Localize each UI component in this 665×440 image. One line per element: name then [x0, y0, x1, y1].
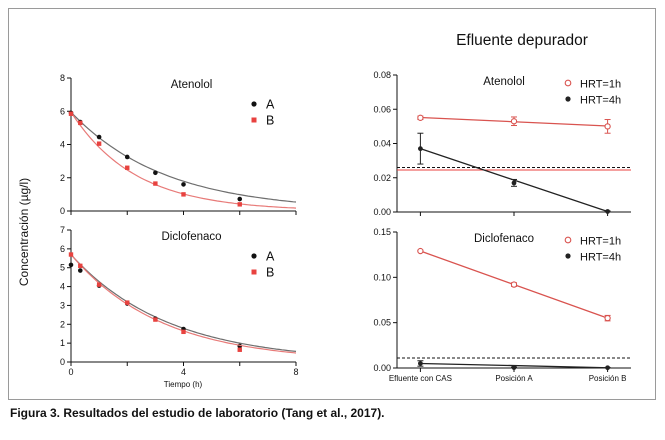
data-point-A: [77, 268, 83, 273]
legend-marker: [565, 253, 571, 259]
legend-label: HRT=4h: [580, 252, 621, 264]
y-tick-label: 1: [60, 338, 65, 348]
y-tick-label: 0.15: [373, 227, 391, 237]
y-tick-label: 2: [60, 173, 65, 183]
x-category-label: Posición B: [589, 374, 627, 383]
y-tick-label: 7: [60, 225, 65, 235]
data-point-B: [96, 141, 102, 146]
data-point-A: [124, 154, 130, 160]
y-tick-label: 0.00: [373, 363, 391, 373]
data-point-B: [78, 263, 83, 269]
legend-label: A: [266, 98, 275, 112]
legend-marker: [251, 117, 257, 123]
legend-label: HRT=4h: [580, 95, 621, 107]
x-category-label: Efluente con CAS: [389, 374, 452, 383]
data-point: [511, 365, 517, 370]
data-point-A: [181, 182, 186, 187]
x-tick-label: 0: [68, 367, 73, 377]
x-tick-label: 8: [293, 367, 298, 377]
panel-title: Atenolol: [483, 76, 525, 88]
y-tick-label: 2: [60, 319, 65, 329]
data-point: [418, 146, 423, 152]
data-point-B: [78, 120, 83, 126]
fit-curve-A: [70, 111, 297, 203]
data-point: [511, 180, 517, 186]
y-tick-label: 3: [60, 300, 65, 310]
y-tick-label: 6: [60, 244, 65, 254]
data-point-A: [153, 170, 158, 176]
data-point-B: [181, 329, 186, 335]
x-tick-label: 4: [181, 367, 186, 377]
fit-curve-B: [70, 254, 297, 354]
data-point-B: [181, 192, 186, 197]
figure-frame: [8, 8, 656, 400]
data-point: [604, 123, 611, 130]
y-tick-label: 0.04: [373, 139, 391, 149]
y-tick-label: 0.00: [373, 207, 391, 217]
legend-marker: [564, 79, 572, 87]
data-point: [605, 209, 610, 214]
data-point: [417, 114, 424, 121]
y-tick-label: 0.02: [373, 173, 391, 183]
data-point-B: [153, 181, 158, 186]
y-tick-label: 0.10: [373, 272, 391, 282]
right-panels-title: Efluente depurador: [456, 32, 588, 49]
panel-title: Diclofenaco: [161, 231, 221, 243]
y-tick-label: 5: [60, 263, 65, 273]
y-tick-label: 6: [60, 106, 65, 116]
panel-title: Diclofenaco: [474, 233, 534, 245]
data-point-B: [237, 202, 242, 207]
y-axis-label: Concentración (µg/l): [17, 178, 31, 286]
data-point: [604, 314, 611, 322]
legend-marker: [251, 101, 257, 107]
data-point: [510, 281, 518, 288]
y-tick-label: 0.08: [373, 70, 391, 80]
y-tick-label: 0: [60, 206, 65, 216]
data-point-B: [68, 252, 74, 257]
data-point-B: [68, 111, 74, 116]
data-point: [510, 118, 518, 125]
data-point: [605, 365, 610, 371]
x-category-label: Posición A: [495, 374, 533, 383]
legend-label: HRT=1h: [580, 236, 621, 248]
legend-marker: [565, 96, 571, 102]
y-tick-label: 0.05: [373, 318, 391, 328]
legend-marker: [251, 253, 257, 259]
data-point: [417, 247, 424, 255]
legend-label: A: [266, 250, 275, 264]
data-point-A: [68, 262, 74, 268]
data-point: [418, 361, 423, 366]
y-tick-label: 8: [60, 73, 65, 83]
data-point-B: [125, 165, 130, 170]
legend-label: HRT=1h: [580, 79, 621, 91]
figure-caption: Figura 3. Resultados del estudio de labo…: [10, 406, 385, 420]
legend-marker: [251, 269, 257, 275]
y-tick-label: 0.06: [373, 104, 391, 114]
legend-label: B: [266, 266, 274, 280]
y-tick-label: 4: [60, 282, 65, 292]
data-point-B: [153, 317, 158, 322]
panel-title: Atenolol: [171, 79, 213, 91]
x-axis-label: Tiempo (h): [164, 380, 203, 389]
fit-curve-A: [70, 254, 297, 352]
y-tick-label: 4: [60, 140, 65, 150]
y-tick-label: 0: [60, 357, 65, 367]
data-point-B: [237, 347, 242, 352]
data-point-A: [96, 134, 102, 140]
legend-marker: [564, 236, 572, 244]
legend-label: B: [266, 114, 274, 128]
data-point-B: [125, 300, 130, 305]
data-point-A: [237, 196, 243, 202]
data-point-B: [96, 282, 102, 287]
